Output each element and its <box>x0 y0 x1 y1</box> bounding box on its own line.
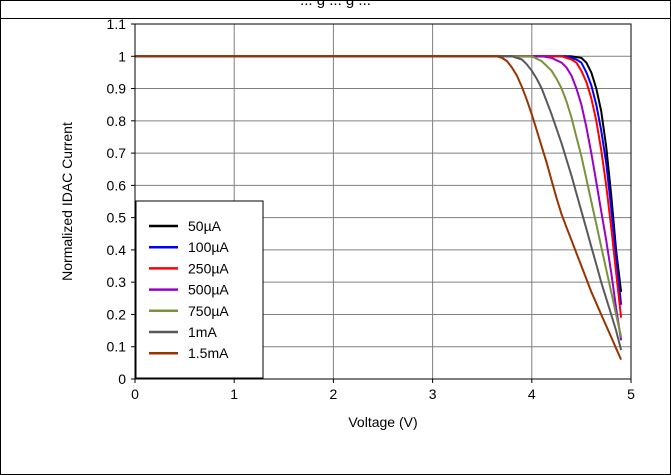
x-tick-label: 1 <box>230 386 238 402</box>
chart-title-bar: ... g ... g ... <box>1 1 670 19</box>
y-axis-label: Normalized IDAC Current <box>59 122 75 281</box>
y-tick-label: 1 <box>118 48 126 64</box>
y-tick-label: 0.7 <box>107 145 127 161</box>
legend-label: 750µA <box>188 303 229 319</box>
x-tick-label: 0 <box>131 386 139 402</box>
x-axis-label: Voltage (V) <box>348 414 417 430</box>
x-tick-label: 2 <box>330 386 338 402</box>
y-tick-label: 0 <box>118 371 126 387</box>
legend-label: 500µA <box>188 282 229 298</box>
x-tick-label: 5 <box>627 386 635 402</box>
legend-label: 1.5mA <box>188 345 229 361</box>
x-tick-label: 3 <box>429 386 437 402</box>
y-tick-label: 0.4 <box>107 242 127 258</box>
legend-label: 50µA <box>188 218 222 234</box>
series-line-5 <box>135 55 623 351</box>
y-tick-label: 0.8 <box>107 113 127 129</box>
series-line-4 <box>135 55 623 338</box>
series-line-2 <box>135 55 623 318</box>
series-line-6 <box>135 55 623 361</box>
y-tick-label: 0.1 <box>107 339 127 355</box>
y-tick-label: 0.9 <box>107 81 127 97</box>
axis-ticks: 0 1 2 3 4 5 0 0.1 0.2 0.3 0.4 0.5 0.6 0.7 0.8 0.9 1 1.1 <box>107 16 636 402</box>
chart-title: ... g ... g ... <box>1 1 670 9</box>
y-tick-label: 0.6 <box>107 177 127 193</box>
y-tick-label: 1.1 <box>107 16 127 32</box>
y-tick-label: 0.3 <box>107 274 127 290</box>
series-lines <box>135 55 623 361</box>
legend-label: 100µA <box>188 239 229 255</box>
y-tick-label: 0.2 <box>107 306 127 322</box>
legend: 50µA 100µA 250µA 500µA 750µA 1mA 1.5mA <box>135 200 264 379</box>
legend-label: 1mA <box>188 324 217 340</box>
legend-label: 250µA <box>188 260 229 276</box>
plot-area <box>134 23 632 380</box>
x-tick-label: 4 <box>528 386 536 402</box>
y-tick-label: 0.5 <box>107 210 127 226</box>
series-line-3 <box>135 55 623 341</box>
